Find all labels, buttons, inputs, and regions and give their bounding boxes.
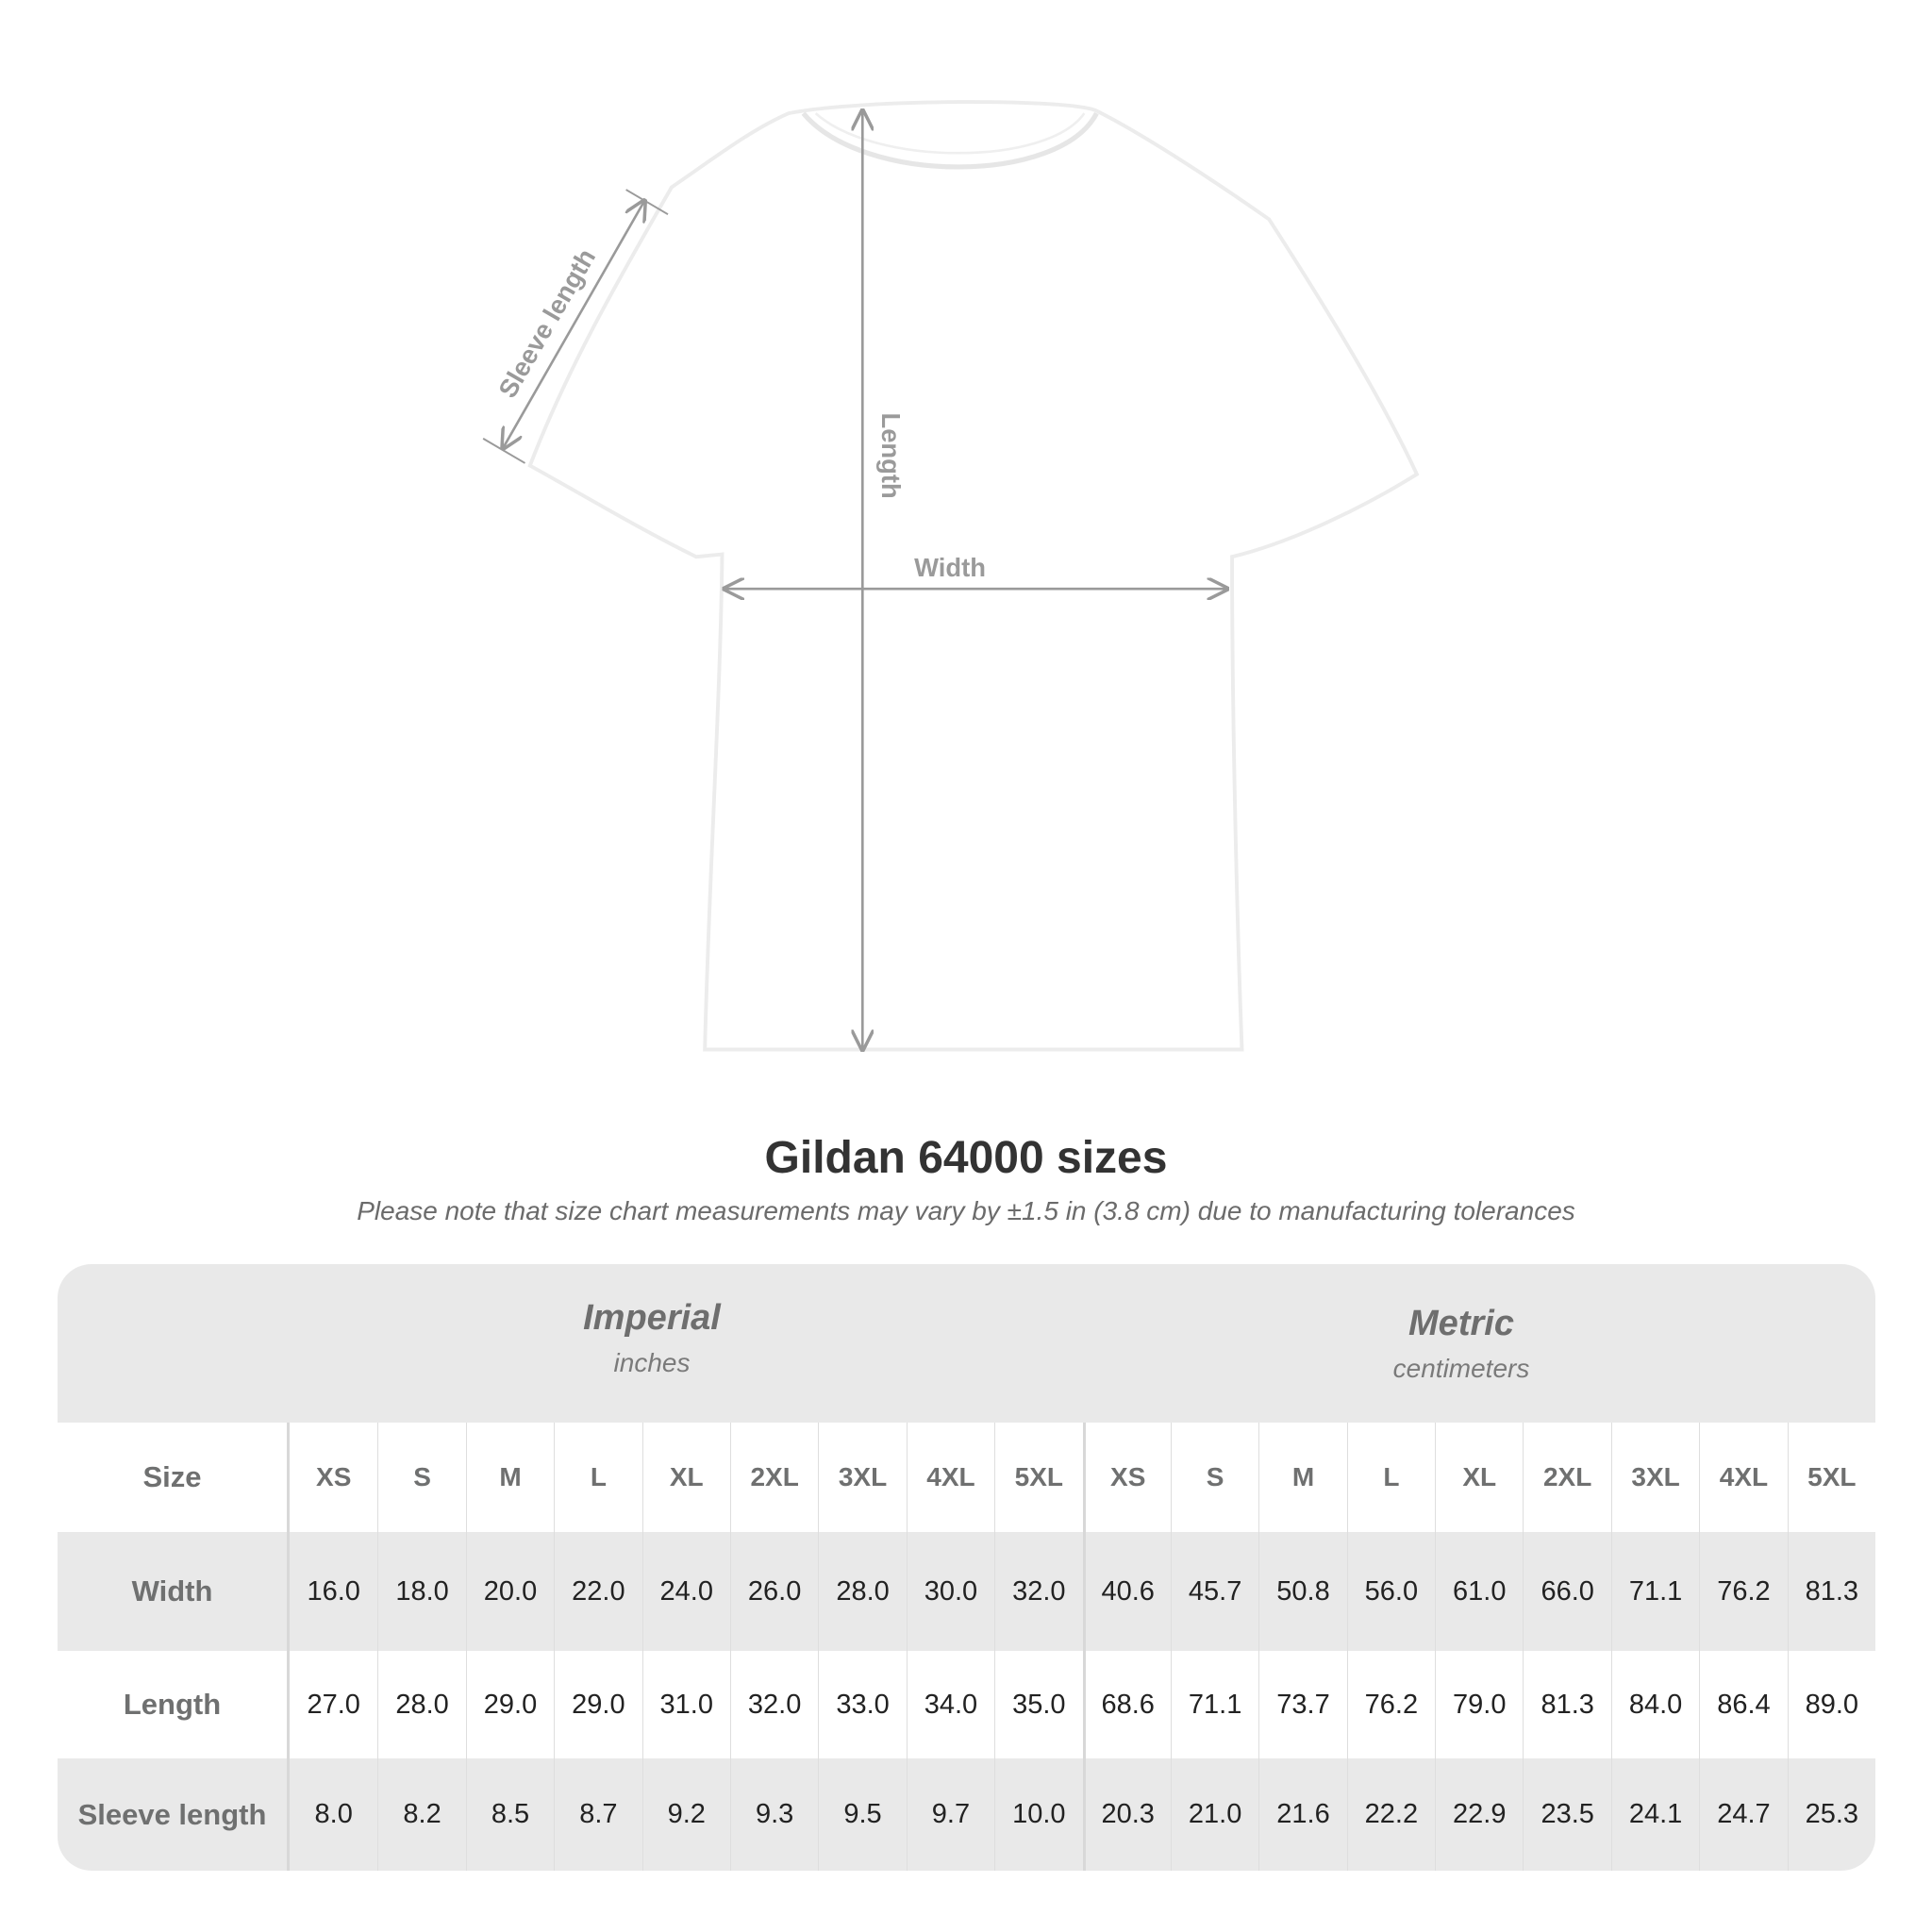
row-label: Sleeve length [58, 1758, 290, 1871]
value-cell: 9.7 [906, 1758, 994, 1871]
size-header-cell: M [465, 1423, 554, 1532]
size-header-cell: 4XL [906, 1423, 994, 1532]
value-cell: 9.2 [641, 1758, 730, 1871]
value-cell: 32.0 [729, 1651, 818, 1758]
value-cell: 35.0 [994, 1651, 1082, 1758]
value-cell: 76.2 [1699, 1532, 1787, 1651]
unit-header-band: Imperial inches Metric centimeters [58, 1264, 1875, 1423]
size-header-cell: 5XL [994, 1423, 1082, 1532]
value-cell: 9.3 [729, 1758, 818, 1871]
value-cell: 18.0 [377, 1532, 465, 1651]
table-row: Width 16.0 18.0 20.0 22.0 24.0 26.0 28.0 30.0 32.… [58, 1532, 1875, 1651]
imperial-title: Imperial [583, 1298, 721, 1338]
value-cell: 21.0 [1170, 1758, 1258, 1871]
size-header-cell: 3XL [818, 1423, 906, 1532]
table-row: Sleeve length 8.0 8.2 8.5 8.7 9.2 9.3 9.5 9.7 10.… [58, 1758, 1875, 1871]
value-cell: 8.2 [377, 1758, 465, 1871]
value-cell: 76.2 [1346, 1651, 1435, 1758]
value-cell: 22.9 [1435, 1758, 1523, 1871]
value-cell: 71.1 [1610, 1532, 1699, 1651]
size-header-cell: 5XL [1787, 1423, 1875, 1532]
size-header-row: Size XS S M L XL 2XL 3XL 4XL 5XL XS S M L XL 2XL 3XL 4XL 5… [58, 1423, 1875, 1532]
sleeve-arrow [503, 201, 644, 448]
value-cell: 73.7 [1258, 1651, 1346, 1758]
width-label: Width [914, 553, 986, 582]
value-cell: 79.0 [1435, 1651, 1523, 1758]
value-cell: 81.3 [1523, 1651, 1610, 1758]
collar [801, 111, 1099, 170]
imperial-header: Imperial inches [369, 1298, 935, 1378]
value-cell: 24.1 [1610, 1758, 1699, 1871]
size-header-cell: 4XL [1699, 1423, 1787, 1532]
table-row: Length 27.0 28.0 29.0 29.0 31.0 32.0 33.0 34.0 35… [58, 1651, 1875, 1758]
value-cell: 45.7 [1170, 1532, 1258, 1651]
value-cell: 29.0 [554, 1651, 641, 1758]
tolerance-note: Please note that size chart measurements… [357, 1196, 1575, 1225]
value-cell: 24.7 [1699, 1758, 1787, 1871]
value-cell: 61.0 [1435, 1532, 1523, 1651]
value-cell: 56.0 [1346, 1532, 1435, 1651]
value-cell: 66.0 [1523, 1532, 1610, 1651]
value-cell: 34.0 [906, 1651, 994, 1758]
row-label: Length [58, 1651, 290, 1758]
value-cell: 22.2 [1346, 1758, 1435, 1871]
value-cell: 8.5 [465, 1758, 554, 1871]
value-cell: 28.0 [377, 1651, 465, 1758]
size-header-cell: XS [1082, 1423, 1171, 1532]
row-label: Size [58, 1423, 290, 1532]
value-cell: 50.8 [1258, 1532, 1346, 1651]
size-table: Imperial inches Metric centimeters Size X… [58, 1264, 1875, 1871]
value-cell: 32.0 [994, 1532, 1082, 1651]
imperial-unit: inches [613, 1348, 691, 1377]
size-header-cell: 3XL [1610, 1423, 1699, 1532]
size-header-cell: XS [316, 1462, 352, 1491]
chart-title: Gildan 64000 sizes [764, 1133, 1168, 1183]
value-cell: 33.0 [818, 1651, 906, 1758]
metric-unit: centimeters [1392, 1354, 1530, 1383]
size-header-cell: S [377, 1423, 465, 1532]
value-cell: 20.3 [1082, 1758, 1171, 1871]
value-cell: 8.7 [554, 1758, 641, 1871]
value-cell: 22.0 [554, 1532, 641, 1651]
size-header-cell: 2XL [1523, 1423, 1610, 1532]
value-cell: 31.0 [641, 1651, 730, 1758]
tshirt-diagram: Length Width Sleeve length [482, 100, 1420, 1072]
value-cell: 68.6 [1082, 1651, 1171, 1758]
value-cell: 16.0 [307, 1575, 360, 1607]
metric-header: Metric centimeters [1178, 1304, 1744, 1384]
value-cell: 29.0 [465, 1651, 554, 1758]
size-header-cell: M [1258, 1423, 1346, 1532]
value-cell: 26.0 [729, 1532, 818, 1651]
value-cell: 28.0 [818, 1532, 906, 1651]
size-header-cell: XL [641, 1423, 730, 1532]
value-cell: 40.6 [1082, 1532, 1171, 1651]
value-cell: 84.0 [1610, 1651, 1699, 1758]
value-cell: 27.0 [307, 1689, 360, 1720]
value-cell: 86.4 [1699, 1651, 1787, 1758]
value-cell: 30.0 [906, 1532, 994, 1651]
value-cell: 25.3 [1787, 1758, 1875, 1871]
value-cell: 21.6 [1258, 1758, 1346, 1871]
size-header-cell: L [1346, 1423, 1435, 1532]
value-cell: 20.0 [465, 1532, 554, 1651]
value-cell: 9.5 [818, 1758, 906, 1871]
value-cell: 23.5 [1523, 1758, 1610, 1871]
value-cell: 10.0 [994, 1758, 1082, 1871]
size-header-cell: L [554, 1423, 641, 1532]
value-cell: 89.0 [1787, 1651, 1875, 1758]
value-cell: 81.3 [1787, 1532, 1875, 1651]
value-cell: 24.0 [641, 1532, 730, 1651]
size-header-cell: S [1170, 1423, 1258, 1532]
value-cell: 71.1 [1170, 1651, 1258, 1758]
metric-title: Metric [1408, 1304, 1514, 1343]
size-header-cell: XL [1435, 1423, 1523, 1532]
value-cell: 8.0 [314, 1799, 353, 1829]
size-header-cell: 2XL [729, 1423, 818, 1532]
length-label: Length [876, 412, 906, 498]
row-label: Width [58, 1532, 290, 1651]
